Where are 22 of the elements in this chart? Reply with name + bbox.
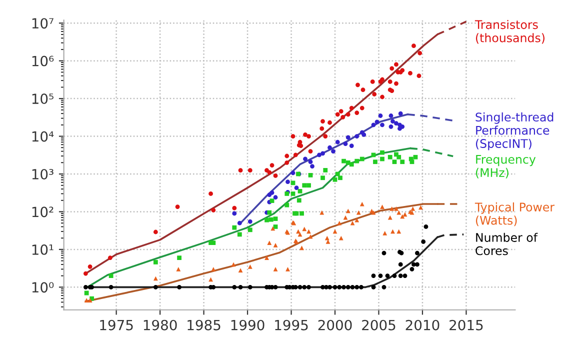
- x-tick-label: 2000: [318, 320, 352, 330]
- y-tick-label: 10¹: [32, 244, 54, 255]
- x-tick-label: 1995: [275, 320, 308, 330]
- y-tick-label: 10⁵: [32, 94, 54, 104]
- x-tick-label: 2010: [406, 320, 440, 330]
- x-tick-label: 1975: [100, 320, 133, 330]
- y-tick-label: 10³: [32, 168, 54, 180]
- y-tick-label: 10⁶: [32, 56, 54, 66]
- x-tick-label: 1985: [188, 320, 220, 330]
- x-tick-label: 2015: [450, 320, 483, 330]
- text: Frequency (MHz): [476, 155, 536, 178]
- y-tick-label: 10⁴: [32, 131, 54, 142]
- text: Single-thread Performance (SpecINT): [476, 112, 554, 150]
- text: Number of Cores: [476, 232, 538, 256]
- x-tick-label: 2005: [362, 320, 396, 330]
- x-tick-label: 1990: [231, 320, 264, 330]
- text: Transistors (thousands): [474, 20, 544, 44]
- y-tick-label: 10²: [32, 206, 54, 218]
- y-tick-label: 10⁷: [32, 18, 54, 29]
- y-tick-label: 10⁰: [32, 282, 54, 293]
- text: Typical Power (Watts): [474, 202, 555, 226]
- x-tick-label: 1980: [144, 320, 177, 330]
